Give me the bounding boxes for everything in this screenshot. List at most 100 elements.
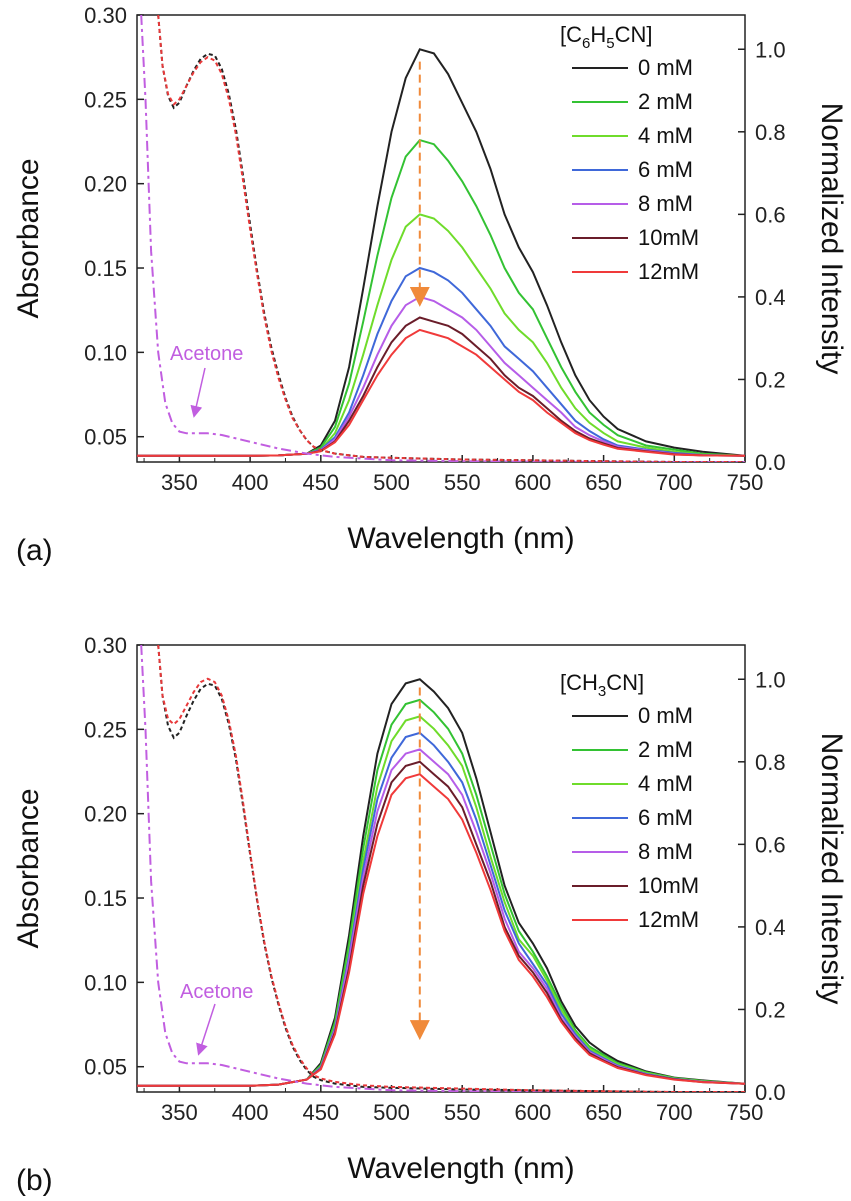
y-tick-label: 0.15 — [84, 256, 127, 281]
x-axis-title: Wavelength (nm) — [347, 522, 574, 555]
chart-panel-1: 350 400 450 500 550 600 650 700 7500.050.100.150… — [12, 3, 848, 567]
legend-label-5: 8 mM — [638, 191, 693, 216]
legend-title-subscript: 6 — [582, 35, 590, 52]
x-tick-label: 700 — [656, 1100, 693, 1125]
y2-tick-label: 0.6 — [755, 202, 786, 227]
y2-tick-label: 0.0 — [755, 1080, 786, 1105]
y2-tick-label: 0.4 — [755, 915, 786, 940]
y2-tick-label: 0.8 — [755, 120, 786, 145]
absorption-line-12 — [157, 645, 745, 1092]
y2-tick-label: 1.0 — [755, 667, 786, 692]
y-tick-label: 0.25 — [84, 717, 127, 742]
y-tick-label: 0.05 — [84, 1055, 127, 1080]
emission-line-5 — [137, 295, 745, 457]
x-tick-label: 550 — [444, 1100, 481, 1125]
plot-frame — [136, 644, 746, 1093]
x-axis-title: Wavelength (nm) — [347, 1152, 574, 1185]
y-axis-title: Absorbance — [12, 788, 45, 948]
legend-label-7: 12mM — [638, 259, 699, 284]
y-tick-label: 0.25 — [84, 87, 127, 112]
x-tick-label: 650 — [585, 1100, 622, 1125]
legend-label-4: 6 mM — [638, 805, 693, 830]
legend-label-3: 4 mM — [638, 123, 693, 148]
chart-panel-2: 350 400 450 500 550 600 650 700 750 0.05 0.10 0.15 0… — [12, 633, 848, 1197]
x-tick-label: 450 — [302, 1100, 339, 1125]
legend-label-6: 10mM — [638, 225, 699, 250]
y-tick-label: 0.30 — [84, 3, 127, 28]
legend-title-part: [CH — [560, 670, 598, 695]
x-tick-label: 500 — [373, 470, 410, 495]
x-tick-label: 650 — [585, 470, 622, 495]
emission-line-1 — [137, 678, 745, 1087]
emission-line-2 — [137, 138, 745, 457]
y2-tick-label: 0.4 — [755, 285, 786, 310]
x-tick-label: 400 — [232, 1100, 269, 1125]
legend-label-6: 10mM — [638, 873, 699, 898]
legend-label-1: 0 mM — [638, 55, 693, 80]
x-tick-label: 350 — [161, 1100, 198, 1125]
y2-tick-label: 0.2 — [755, 997, 786, 1022]
x-tick-label: 600 — [515, 1100, 552, 1125]
emission-line-3 — [137, 213, 745, 457]
y2-tick-label: 0.6 — [755, 832, 786, 857]
plot-frame — [136, 14, 746, 463]
y-axis-title: Absorbance — [12, 158, 45, 318]
absorption-line-12 — [157, 15, 745, 462]
y-tick-label: 0.15 — [84, 886, 127, 911]
absorption-line-0 — [157, 645, 745, 1092]
panel-label: (a) — [16, 534, 53, 567]
emission-line-7 — [137, 773, 745, 1087]
legend-title-part: CN] — [615, 22, 653, 47]
acetone-annotation-arrow — [196, 1003, 216, 1056]
y2-axis-title: Normalized Intensity — [815, 103, 848, 375]
x-tick-label: 550 — [444, 470, 481, 495]
x-tick-label: 450 — [302, 470, 339, 495]
y-tick-label: 0.20 — [84, 172, 127, 197]
plot-area — [137, 15, 745, 462]
legend-title-part: H — [590, 22, 606, 47]
x-tick-label: 750 — [727, 470, 764, 495]
emission-line-7 — [137, 328, 745, 457]
acetone-absorption-line — [140, 645, 745, 1092]
y-tick-label: 0.30 — [84, 633, 127, 658]
y-tick-label: 0.10 — [84, 970, 127, 995]
x-tick-label: 500 — [373, 1100, 410, 1125]
legend-label-3: 4 mM — [638, 771, 693, 796]
legend-title-part: [C — [560, 22, 582, 47]
legend-label-2: 2 mM — [638, 89, 693, 114]
panel-label: (b) — [16, 1164, 53, 1197]
emission-line-2 — [137, 698, 745, 1087]
legend-title-part: CN] — [606, 670, 644, 695]
legend-label-4: 6 mM — [638, 157, 693, 182]
legend-title: [CH3CN] — [560, 670, 644, 700]
y2-tick-label: 0.8 — [755, 750, 786, 775]
y2-tick-label: 1.0 — [755, 37, 786, 62]
x-tick-label: 750 — [727, 1100, 764, 1125]
x-tick-label: 400 — [232, 470, 269, 495]
y2-tick-label: 0.0 — [755, 450, 786, 475]
y-tick-label: 0.10 — [84, 340, 127, 365]
legend-title-subscript: 5 — [606, 35, 614, 52]
emission-line-1 — [137, 48, 745, 457]
legend-label-1: 0 mM — [638, 703, 693, 728]
y2-axis-title: Normalized Intensity — [815, 733, 848, 1005]
legend-label-5: 8 mM — [638, 839, 693, 864]
legend-label-2: 2 mM — [638, 737, 693, 762]
y-tick-label: 0.05 — [84, 425, 127, 450]
legend-title-subscript: 3 — [598, 683, 606, 700]
y-tick-label: 0.20 — [84, 802, 127, 827]
acetone-annotation: Acetone — [180, 981, 253, 1003]
emission-line-4 — [137, 266, 745, 457]
x-tick-label: 600 — [515, 470, 552, 495]
acetone-annotation: Acetone — [170, 343, 243, 365]
legend-title: [C6H5CN] — [560, 22, 652, 52]
acetone-annotation-arrow — [190, 367, 206, 418]
emission-line-6 — [137, 316, 745, 457]
y2-tick-label: 0.2 — [755, 367, 786, 392]
x-tick-label: 700 — [656, 470, 693, 495]
legend-label-7: 12mM — [638, 907, 699, 932]
acetone-absorption-line — [140, 15, 745, 462]
x-tick-label: 350 — [161, 470, 198, 495]
plot-area — [137, 645, 745, 1092]
